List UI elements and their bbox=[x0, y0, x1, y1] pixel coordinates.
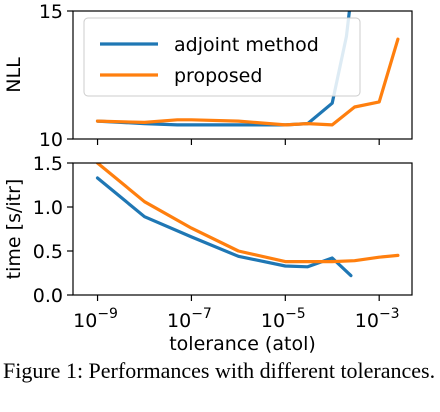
ytick-label: 1.0 bbox=[33, 197, 63, 219]
x-axis-label: tolerance (atol) bbox=[169, 333, 316, 355]
time-xtick-group: 10−9 10−7 10−5 10−3 bbox=[73, 295, 400, 332]
time-plot-frame bbox=[72, 162, 413, 296]
nll-xtick-marks bbox=[96, 139, 380, 145]
ytick-label: 0.5 bbox=[33, 241, 63, 263]
ytick-label: 15 bbox=[39, 1, 63, 23]
figure-caption: Figure 1: Performances with different to… bbox=[3, 358, 436, 383]
xtick-label: 10−9 bbox=[73, 306, 118, 332]
nll-panel: 10 15 NLL adjoint method proposed bbox=[3, 1, 413, 151]
ytick-label: 1.5 bbox=[33, 153, 63, 175]
time-line-adjoint-method bbox=[95, 176, 353, 278]
xtick-label: 10−3 bbox=[355, 306, 400, 332]
ytick-label: 0.0 bbox=[33, 285, 63, 307]
nll-plot-frame bbox=[72, 10, 413, 140]
legend: adjoint method proposed bbox=[83, 17, 361, 97]
time-panel: 0.0 0.5 1.0 1.5 10−9 10−7 10−5 10−3 time [s/it… bbox=[3, 153, 413, 355]
nll-ytick-group: 10 15 bbox=[39, 1, 73, 151]
time-y-axis-label: time [s/itr] bbox=[3, 179, 25, 280]
time-line-proposed bbox=[95, 163, 400, 264]
legend-label-proposed: proposed bbox=[174, 65, 262, 87]
nll-y-axis-label: NLL bbox=[3, 57, 25, 93]
nll-line-proposed bbox=[95, 37, 400, 127]
figure: 10 15 NLL adjoint method proposed 0.0 0.5 1… bbox=[3, 1, 413, 355]
time-ytick-group: 0.0 0.5 1.0 1.5 bbox=[33, 153, 73, 307]
legend-label-adjoint-method: adjoint method bbox=[174, 34, 319, 56]
xtick-label: 10−5 bbox=[261, 306, 306, 332]
time-series-lines bbox=[95, 163, 400, 278]
xtick-label: 10−7 bbox=[167, 306, 212, 332]
ytick-label: 10 bbox=[39, 129, 63, 151]
